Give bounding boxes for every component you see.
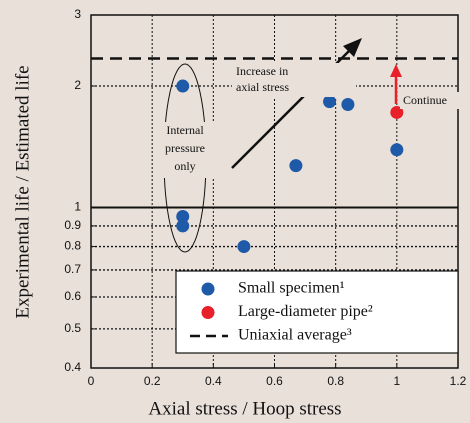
point — [390, 143, 404, 157]
x-tick-label: 0.6 — [266, 374, 283, 388]
x-tick-label: 0.4 — [205, 374, 222, 388]
legend-marker — [201, 282, 215, 296]
legend-box — [175, 270, 459, 354]
annotation: axial stress — [236, 80, 289, 94]
point — [237, 240, 251, 254]
legend-label: Small specimen¹ — [238, 280, 345, 297]
annotation-bg — [400, 92, 466, 109]
point — [289, 159, 303, 173]
x-tick-label: 0.8 — [327, 374, 344, 388]
y-tick-label: 0.8 — [64, 239, 81, 253]
y-tick-label: 0.9 — [64, 218, 81, 232]
x-axis-label: Axial stress / Hoop stress — [148, 398, 341, 419]
plot-frame — [90, 14, 459, 369]
point — [176, 79, 190, 93]
annotation: Increase in — [236, 64, 288, 78]
point — [176, 219, 190, 233]
y-tick-label: 1 — [74, 200, 81, 214]
marks — [91, 57, 458, 254]
y-tick-label: 3 — [74, 7, 81, 21]
annotation-bg — [232, 63, 356, 97]
y-tick-label: 0.4 — [64, 360, 81, 374]
y-axis-label: Experimental life / Estimated life — [12, 65, 33, 318]
point — [390, 105, 404, 119]
point — [323, 95, 337, 109]
annotation: Continue — [403, 93, 447, 107]
x-tick-label: 1.2 — [450, 374, 467, 388]
y-tick-label: 2 — [74, 78, 81, 92]
annotation: pressure — [165, 141, 205, 155]
x-tick-label: 0 — [88, 374, 95, 388]
point — [341, 97, 355, 111]
x-tick-label: 0.2 — [144, 374, 161, 388]
y-tick-label: 0.7 — [64, 262, 81, 276]
arrow-head — [343, 38, 362, 57]
y-tick-label: 0.6 — [64, 289, 81, 303]
point — [176, 209, 190, 223]
annotation: only — [174, 159, 195, 173]
x-tick-label: 1 — [393, 374, 400, 388]
legend: Small specimen¹ Large-diameter pipe² Uniax… — [175, 270, 459, 354]
y-tick-label: 0.5 — [64, 321, 81, 335]
legend-marker — [201, 306, 215, 319]
annotation: Internal — [166, 123, 204, 137]
legend-label: Large-diameter pipe² — [238, 303, 373, 320]
annotation-bg — [153, 122, 217, 178]
arrow-head — [390, 64, 402, 77]
legend-label: Uniaxial average³ — [238, 327, 352, 344]
